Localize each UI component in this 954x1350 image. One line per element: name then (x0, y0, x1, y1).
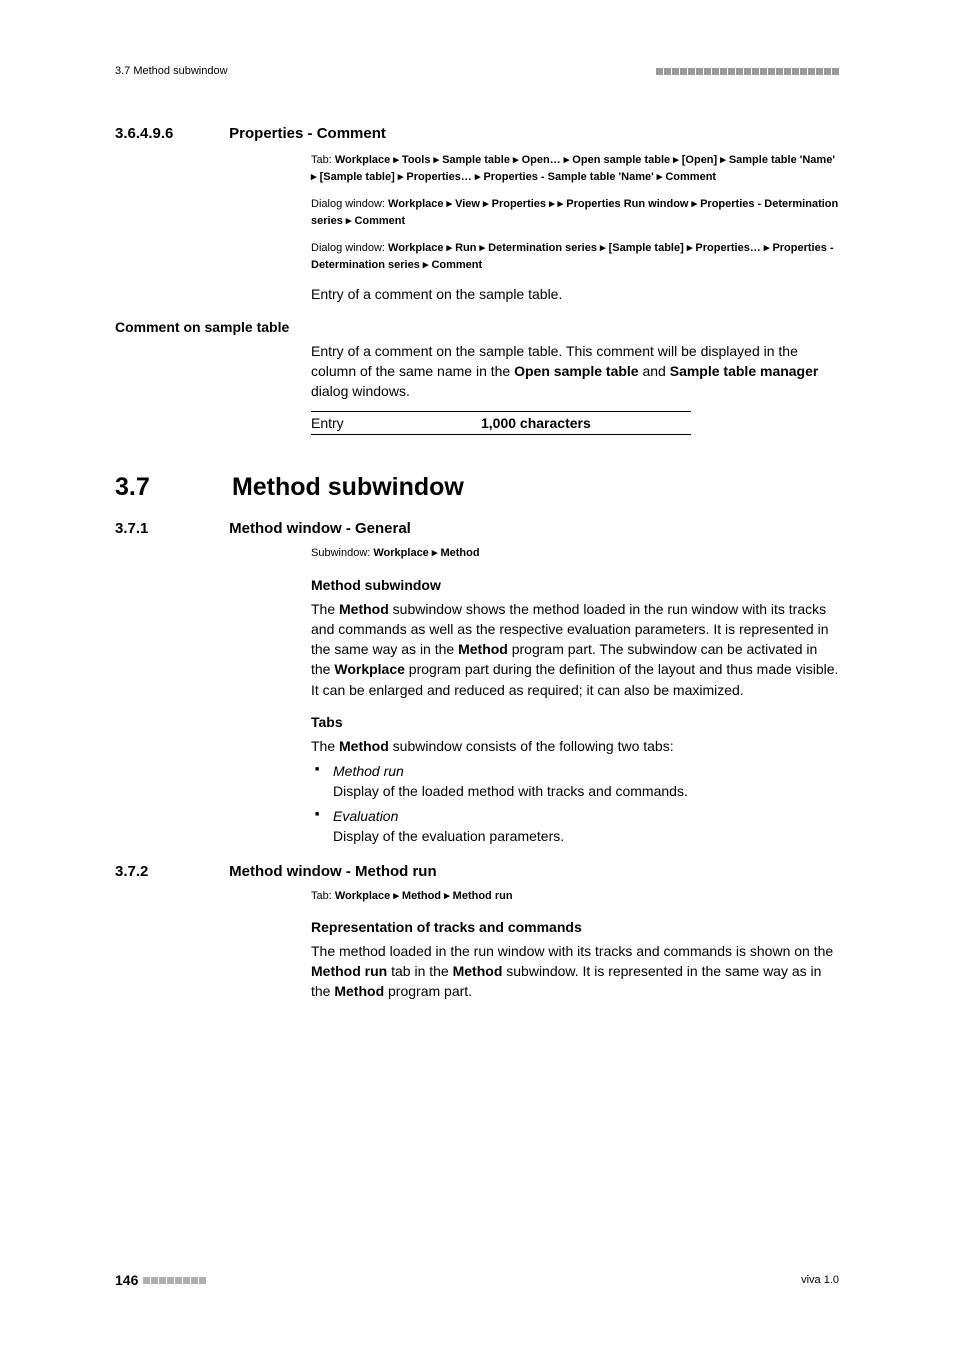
tab-desc-method-run: Display of the loaded method with tracks… (333, 783, 688, 799)
path-dialog-1: Dialog window: Workplace ▸ View ▸ Proper… (311, 196, 839, 230)
footer-left: 146 (115, 1272, 206, 1288)
list-item: Evaluation Display of the evaluation par… (311, 807, 839, 846)
section-title: Method window - Method run (229, 863, 436, 880)
entry-label: Entry (311, 415, 481, 431)
method-subwindow-description: The Method subwindow shows the method lo… (311, 599, 839, 700)
page-number: 146 (115, 1272, 138, 1288)
section-title: Properties - Comment (229, 125, 386, 142)
section-heading-37: 3.7 Method subwindow (115, 473, 839, 502)
sub-heading-method-subwindow: Method subwindow (311, 577, 839, 593)
intro-text: Entry of a comment on the sample table. (311, 284, 839, 304)
list-item: Method run Display of the loaded method … (311, 762, 839, 801)
sub-heading-representation: Representation of tracks and commands (311, 919, 839, 935)
comment-description: Entry of a comment on the sample table. … (311, 341, 839, 402)
tabs-intro: The Method subwindow consists of the fol… (311, 736, 839, 756)
section-number: 3.7.1 (115, 520, 225, 537)
representation-description: The method loaded in the run window with… (311, 941, 839, 1002)
section-heading-372: 3.7.2 Method window - Method run (115, 863, 839, 880)
entry-table: Entry 1,000 characters (311, 411, 691, 435)
page-footer: 146 viva 1.0 (115, 1272, 839, 1288)
section-number: 3.7 (115, 473, 225, 502)
page-header: 3.7 Method subwindow (115, 65, 839, 77)
field-heading-comment: Comment on sample table (115, 319, 839, 335)
section-heading-371: 3.7.1 Method window - General (115, 520, 839, 537)
section-number: 3.6.4.9.6 (115, 125, 225, 142)
section-heading-36496: 3.6.4.9.6 Properties - Comment (115, 125, 839, 142)
header-dash-bar (656, 68, 839, 75)
path-tab-1: Tab: Workplace ▸ Tools ▸ Sample table ▸ … (311, 152, 839, 186)
tab-name-method-run: Method run (333, 763, 404, 779)
section-number: 3.7.2 (115, 863, 225, 880)
tabs-list: Method run Display of the loaded method … (311, 762, 839, 846)
tab-desc-evaluation: Display of the evaluation parameters. (333, 828, 564, 844)
footer-dash-bar (143, 1277, 206, 1284)
footer-version: viva 1.0 (801, 1274, 839, 1286)
entry-value: 1,000 characters (481, 415, 591, 431)
sub-heading-tabs: Tabs (311, 714, 839, 730)
path-subwindow: Subwindow: Workplace ▸ Method (311, 545, 839, 562)
header-section-ref: 3.7 Method subwindow (115, 65, 228, 77)
path-tab-372: Tab: Workplace ▸ Method ▸ Method run (311, 888, 839, 905)
tab-name-evaluation: Evaluation (333, 808, 398, 824)
section-title: Method subwindow (232, 473, 464, 501)
section-title: Method window - General (229, 520, 411, 537)
path-dialog-2: Dialog window: Workplace ▸ Run ▸ Determi… (311, 240, 839, 274)
